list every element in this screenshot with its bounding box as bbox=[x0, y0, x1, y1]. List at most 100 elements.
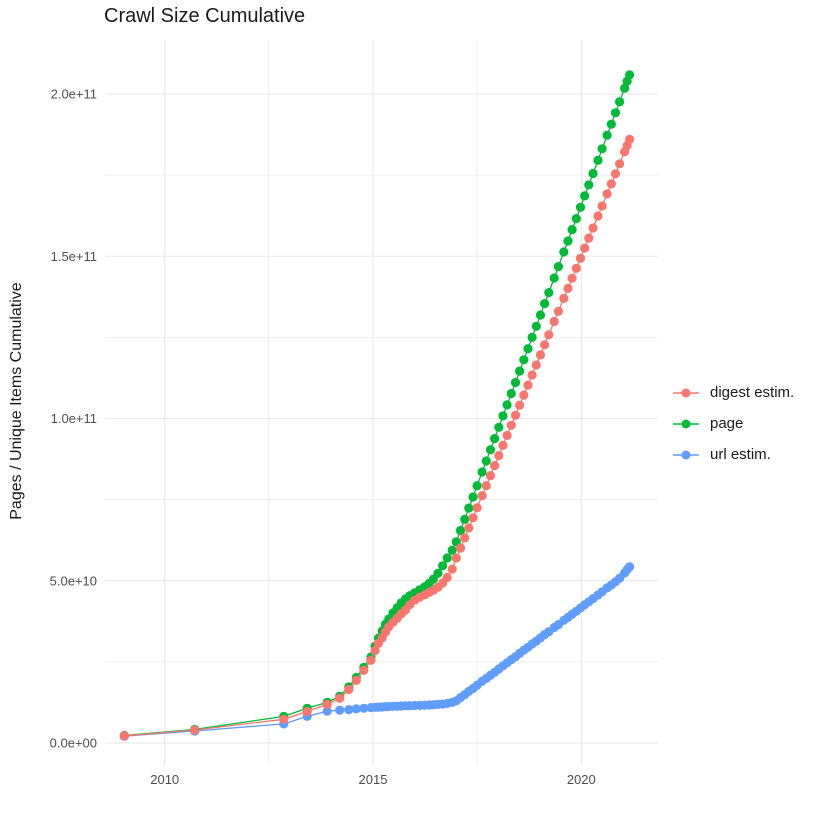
data-point bbox=[477, 491, 487, 501]
legend: digest estim. page url estim. bbox=[672, 377, 794, 470]
x-tick-label: 2010 bbox=[150, 772, 179, 787]
axis-tick-labels: 2010 2015 2020 0.0e+00 5.0e+10 1.0e+11 1.5e+11… bbox=[50, 87, 596, 788]
data-point bbox=[563, 283, 573, 293]
data-point bbox=[553, 306, 564, 316]
y-tick-label: 1.5e+11 bbox=[51, 249, 97, 264]
data-point bbox=[567, 225, 577, 235]
data-point bbox=[549, 316, 559, 327]
data-point bbox=[553, 262, 564, 272]
data-point bbox=[584, 233, 594, 243]
data-point bbox=[606, 119, 616, 129]
data-point bbox=[485, 471, 496, 481]
data-point bbox=[472, 503, 482, 513]
legend-item-page: page bbox=[672, 408, 794, 439]
data-point bbox=[588, 223, 598, 233]
data-point bbox=[510, 377, 521, 388]
data-point bbox=[531, 360, 541, 370]
data-point bbox=[302, 706, 312, 717]
data-point bbox=[494, 450, 504, 461]
data-point bbox=[322, 706, 332, 716]
data-point bbox=[442, 553, 452, 563]
data-point bbox=[625, 562, 635, 572]
data-point bbox=[593, 155, 603, 165]
data-point bbox=[442, 572, 452, 583]
data-point bbox=[531, 321, 541, 331]
data-point bbox=[597, 144, 607, 154]
data-point bbox=[447, 564, 457, 574]
data-point bbox=[615, 159, 625, 169]
data-point bbox=[498, 440, 508, 450]
data-point bbox=[481, 481, 491, 491]
data-point bbox=[575, 202, 586, 212]
series-url-estim bbox=[119, 562, 635, 741]
data-point bbox=[544, 330, 554, 340]
data-point bbox=[190, 725, 200, 735]
data-point bbox=[494, 422, 504, 432]
data-point bbox=[433, 568, 443, 578]
data-point bbox=[580, 191, 590, 201]
data-point bbox=[455, 543, 466, 553]
data-point bbox=[620, 83, 630, 93]
y-tick-label: 5.0e+10 bbox=[50, 573, 97, 588]
data-point bbox=[625, 70, 635, 80]
legend-key-icon bbox=[673, 419, 699, 428]
data-point bbox=[451, 553, 461, 563]
data-point bbox=[563, 236, 573, 246]
data-point bbox=[588, 168, 598, 179]
data-point bbox=[597, 201, 607, 211]
y-tick-label: 0.0e+00 bbox=[50, 736, 97, 751]
data-point bbox=[472, 481, 482, 491]
x-tick-label: 2015 bbox=[359, 772, 388, 787]
data-point bbox=[610, 108, 621, 118]
data-point bbox=[593, 211, 603, 221]
data-point bbox=[571, 263, 581, 273]
data-point bbox=[506, 388, 516, 399]
major-gridlines bbox=[105, 40, 658, 765]
data-point bbox=[602, 130, 612, 140]
series-digest-estim bbox=[119, 134, 635, 741]
data-point bbox=[455, 525, 466, 536]
data-point bbox=[535, 310, 546, 320]
chart-title: Crawl Size Cumulative bbox=[104, 5, 306, 27]
data-point bbox=[615, 97, 625, 107]
data-point bbox=[544, 288, 554, 298]
legend-key-icon bbox=[673, 388, 699, 397]
data-point bbox=[584, 180, 594, 190]
data-point bbox=[559, 247, 569, 257]
data-point bbox=[481, 456, 491, 466]
data-point bbox=[502, 400, 512, 410]
data-point bbox=[523, 380, 533, 390]
data-point bbox=[515, 400, 525, 410]
data-point bbox=[370, 645, 380, 656]
data-point bbox=[502, 430, 512, 440]
data-point bbox=[549, 273, 559, 283]
data-point bbox=[351, 704, 361, 714]
x-tick-label: 2020 bbox=[567, 772, 596, 787]
data-point bbox=[460, 514, 470, 525]
data-point bbox=[279, 714, 289, 724]
data-point bbox=[559, 293, 569, 303]
data-point bbox=[540, 299, 550, 309]
legend-label: url estim. bbox=[710, 446, 771, 463]
data-point bbox=[485, 445, 496, 455]
data-point bbox=[359, 703, 369, 713]
data-point bbox=[344, 684, 354, 695]
data-point bbox=[519, 390, 529, 400]
data-point bbox=[460, 533, 470, 543]
data-point bbox=[510, 410, 521, 420]
data-point bbox=[519, 355, 529, 365]
data-point bbox=[575, 253, 586, 263]
data-point bbox=[571, 214, 581, 224]
data-point bbox=[335, 705, 345, 715]
data-point bbox=[344, 705, 354, 715]
data-point bbox=[540, 340, 550, 350]
data-point bbox=[506, 420, 516, 430]
data-point bbox=[447, 545, 457, 555]
data-point bbox=[464, 523, 474, 533]
data-point bbox=[119, 731, 129, 741]
data-point bbox=[535, 350, 546, 360]
data-point bbox=[515, 366, 525, 376]
minor-gridlines bbox=[105, 40, 658, 765]
